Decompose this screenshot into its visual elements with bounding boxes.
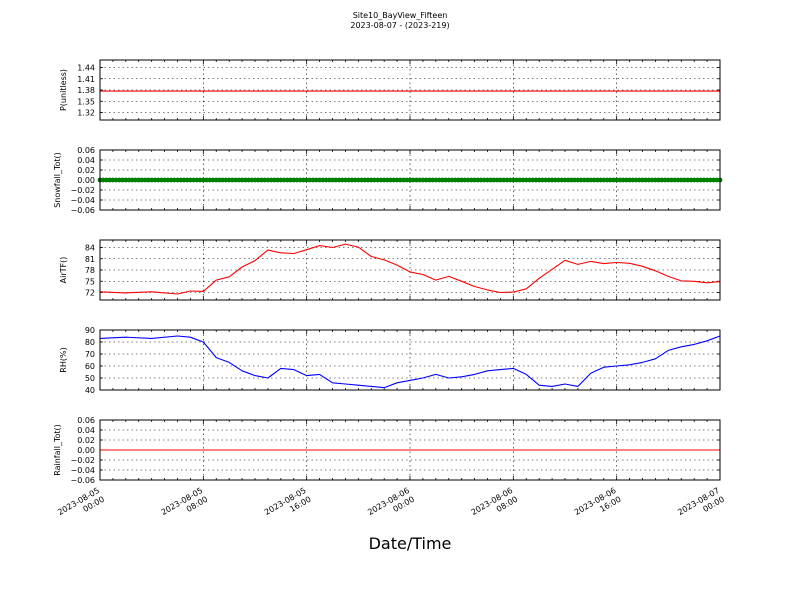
chart-subtitle: 2023-08-07 - (2023-219) — [350, 21, 450, 30]
y-tick-label: 60 — [85, 362, 95, 371]
y-tick-label: 1.38 — [77, 86, 95, 95]
data-series-line — [99, 243, 721, 295]
x-tick-label: 2023-08-0700:00 — [676, 486, 726, 526]
panel-frame — [99, 419, 721, 481]
y-tick-label: 0.04 — [77, 426, 95, 435]
x-tick-label: 2023-08-0616:00 — [573, 486, 623, 526]
y-tick-label: 78 — [85, 266, 95, 275]
y-tick-label: 80 — [85, 338, 95, 347]
y-tick-label: −0.04 — [70, 466, 95, 475]
plot-panel-3: 72 75 78 81 84 AirTF() — [59, 239, 721, 301]
plot-panel-5: −0.06−0.04−0.020.000.020.040.06 Rainfall_… — [53, 416, 721, 485]
y-tick-label: −0.02 — [70, 186, 95, 195]
plot-panel-1: 1.32 1.35 1.38 1.41 1.44 P(unitless) — [59, 59, 721, 121]
y-tick-label: 50 — [85, 374, 95, 383]
panel-frame — [99, 239, 721, 301]
y-tick-label: 75 — [85, 277, 95, 286]
y-tick-label: 0.06 — [77, 146, 95, 155]
y-tick-label: 40 — [85, 386, 95, 395]
x-tick-label: 2023-08-0608:00 — [470, 486, 520, 526]
y-tick-label: 72 — [85, 289, 95, 298]
y-axis-label: AirTF() — [59, 257, 68, 284]
y-tick-label: 1.32 — [77, 109, 95, 118]
y-tick-label: 81 — [85, 255, 95, 264]
y-tick-label: 90 — [85, 326, 95, 335]
y-tick-label: 1.35 — [77, 97, 95, 106]
y-tick-label: 0.00 — [77, 176, 95, 185]
data-series-line — [99, 335, 721, 389]
x-tick-label: 2023-08-0516:00 — [263, 486, 313, 526]
y-axis-label: RH(%) — [59, 347, 68, 372]
x-tick-label: 2023-08-0500:00 — [56, 486, 106, 526]
y-tick-label: −0.06 — [70, 476, 95, 485]
chart-title: Site10_BayView_Fifteen — [352, 11, 448, 20]
x-axis-label: Date/Time — [368, 534, 452, 553]
y-axis-label: Snowfall_Tot() — [53, 152, 62, 208]
panel-frame — [99, 329, 721, 391]
y-tick-label: −0.02 — [70, 456, 95, 465]
y-tick-label: −0.04 — [70, 196, 95, 205]
y-tick-label: 0.00 — [77, 446, 95, 455]
x-tick-label: 2023-08-0600:00 — [366, 486, 416, 526]
y-axis-label: Rainfall_Tot() — [53, 424, 62, 476]
y-tick-label: 0.02 — [77, 166, 95, 175]
panel-frame — [99, 59, 721, 121]
y-axis-label: P(unitless) — [59, 69, 68, 111]
y-tick-label: 0.04 — [77, 156, 95, 165]
y-tick-label: 70 — [85, 350, 95, 359]
plot-panel-2: −0.06−0.04−0.020.000.020.040.06 Snowfall_… — [53, 146, 723, 215]
y-tick-label: 1.44 — [77, 64, 95, 73]
y-tick-label: −0.06 — [70, 206, 95, 215]
y-tick-label: 1.41 — [77, 75, 95, 84]
y-tick-label: 84 — [85, 244, 95, 253]
y-tick-label: 0.06 — [77, 416, 95, 425]
plot-panel-4: 40 50 60 70 80 90 RH(%) — [59, 326, 721, 395]
panel-frame — [99, 149, 721, 211]
x-tick-label: 2023-08-0508:00 — [160, 486, 210, 526]
y-tick-label: 0.02 — [77, 436, 95, 445]
